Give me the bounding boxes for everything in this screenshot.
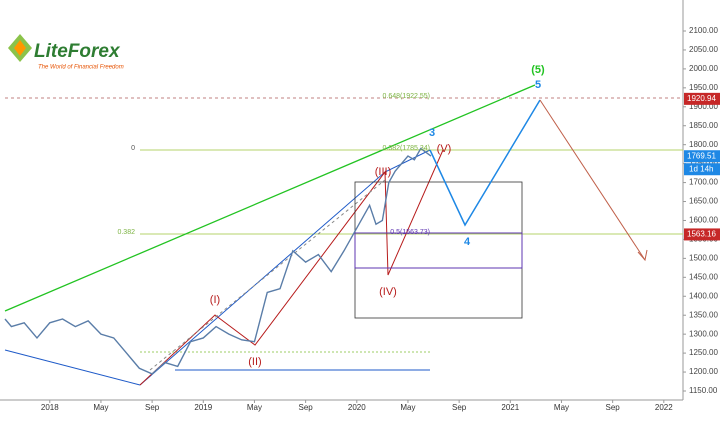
fib-label: 0.382(1785.34)	[383, 145, 430, 152]
fib-label: 0.648(1922.55)	[383, 93, 430, 100]
x-tick-label: 2018	[41, 403, 59, 412]
x-tick-label: May	[400, 403, 415, 412]
y-tick-label: 1400.00	[689, 291, 718, 300]
y-tick-label: 1950.00	[689, 83, 718, 92]
y-tick-label: 2000.00	[689, 64, 718, 73]
wave-label: (5)	[531, 64, 545, 76]
countdown: 1d 14h	[689, 164, 713, 173]
wave-label: 4	[464, 236, 471, 248]
wave-path	[139, 149, 444, 386]
logo-brand: LiteForex	[34, 41, 121, 62]
trendline	[4, 84, 536, 312]
price-tag	[684, 228, 720, 241]
logo-icon	[14, 40, 26, 56]
wave-label: (II)	[248, 356, 261, 368]
fib-label: 0	[131, 145, 135, 152]
wave-label: (I)	[210, 294, 220, 306]
x-tick-label: 2022	[655, 403, 673, 412]
wave-label: (IV)	[379, 286, 397, 298]
y-tick-label: 2050.00	[689, 45, 718, 54]
y-tick-label: 1500.00	[689, 253, 718, 262]
x-tick-label: Sep	[299, 403, 314, 412]
fib-label: 0.5(1563.73)	[390, 229, 430, 236]
box	[354, 232, 523, 269]
x-tick-label: Sep	[606, 403, 621, 412]
projection	[429, 99, 541, 227]
price-line	[4, 147, 432, 375]
y-tick-label: 1650.00	[689, 197, 718, 206]
price-tag-label: 1920.94	[687, 94, 716, 103]
countdown-tag	[684, 163, 720, 176]
x-tick-label: Sep	[452, 403, 467, 412]
trendline	[4, 349, 141, 386]
y-tick-label: 2100.00	[689, 26, 718, 35]
y-tick-label: 1200.00	[689, 367, 718, 376]
y-tick-label: 1900.00	[689, 102, 718, 111]
channel	[149, 179, 386, 371]
x-tick-label: 2020	[348, 403, 366, 412]
wave-label: 5	[535, 79, 541, 91]
y-tick-label: 1250.00	[689, 348, 718, 357]
price-tag-label: 1769.51	[687, 151, 716, 160]
logo: LiteForex The World of Financial Freedom	[8, 34, 124, 71]
x-tick-label: 2021	[501, 403, 519, 412]
y-tick-label: 1800.00	[689, 140, 718, 149]
y-tick-label: 1850.00	[689, 121, 718, 130]
wave-label: 3	[429, 127, 435, 139]
wave-label: (V)	[437, 143, 452, 155]
y-tick-label: 1700.00	[689, 178, 718, 187]
y-tick-label: 1450.00	[689, 272, 718, 281]
x-tick-label: 2019	[194, 403, 212, 412]
x-tick-label: May	[247, 403, 262, 412]
logo-tagline: The World of Financial Freedom	[38, 65, 124, 71]
x-tick-label: May	[93, 403, 108, 412]
x-tick-label: May	[554, 403, 569, 412]
y-tick-label: 1300.00	[689, 329, 718, 338]
y-tick-label: 1350.00	[689, 310, 718, 319]
y-tick-label: 1600.00	[689, 216, 718, 225]
price-tag-label: 1563.16	[687, 230, 716, 239]
wave-label: (III)	[375, 166, 392, 178]
fib-label: 0.382	[117, 229, 135, 236]
y-tick-label: 1150.00	[689, 386, 718, 395]
projection	[539, 99, 646, 261]
x-tick-label: Sep	[145, 403, 160, 412]
price-tag	[684, 150, 720, 163]
price-tag	[684, 92, 720, 105]
arrow-head	[637, 249, 648, 262]
